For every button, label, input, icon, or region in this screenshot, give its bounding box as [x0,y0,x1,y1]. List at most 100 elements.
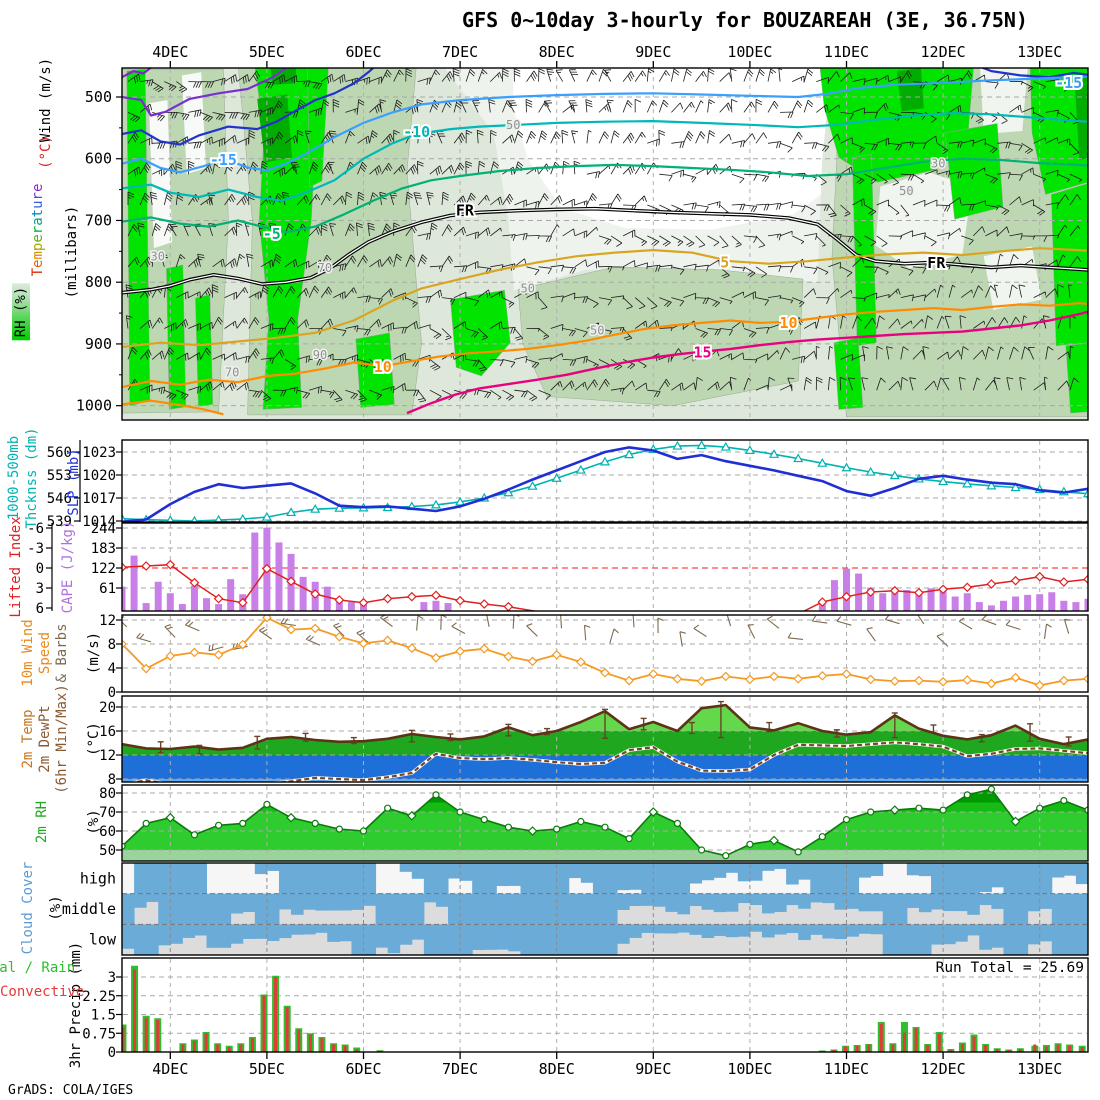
svg-text:122: 122 [91,561,116,577]
svg-text:80: 80 [99,786,116,802]
svg-text:20: 20 [99,700,116,716]
rh-axis: 80 70 60 50 [99,784,1089,862]
temperature-letter: r [30,192,46,201]
svg-text:4DEC: 4DEC [152,1060,188,1078]
label-rh-legend: RH (%) [12,283,30,341]
surface-wind-barbs [122,615,1071,652]
svg-text:high: high [80,869,116,887]
label-wind-units: Wind (m/s) [38,57,54,143]
svg-text:6: 6 [36,601,44,617]
svg-text:500: 500 [85,88,112,106]
label-2m-dewpt: 2m DewPt [37,705,53,773]
svg-text:50: 50 [899,184,913,198]
label-cloud-pct: (%) [48,895,64,921]
svg-text:FR: FR [927,254,946,272]
svg-text:-3: -3 [27,541,44,557]
svg-text:10: 10 [374,358,392,376]
svg-text:30: 30 [931,157,945,171]
label-10m-wind: 10m Wind [20,619,36,687]
svg-text:1020: 1020 [82,468,116,484]
temperature-letter: r [30,225,46,235]
grads-credit: GrADS: COLA/IGES [8,1083,134,1098]
svg-text:12: 12 [99,613,116,629]
svg-text:9DEC: 9DEC [635,43,671,61]
label-wind-speed: Speed [37,631,53,675]
svg-text:8DEC: 8DEC [539,43,575,61]
temperature-letter: e [30,234,46,243]
svg-text:11DEC: 11DEC [824,1060,869,1078]
svg-text:2.25: 2.25 [82,989,116,1005]
label-precip-convective: Convective [0,984,85,1000]
label-minmax: (6hr Min/Max) [54,684,70,794]
panel-precip [122,959,1087,1052]
panel-2m-rh [122,785,1088,861]
svg-text:FR: FR [456,202,475,220]
temperature-letter: T [30,267,46,277]
svg-text:-15: -15 [1055,74,1082,92]
temperature-letter: t [30,208,46,218]
upper-wind-barbs [125,68,1084,403]
svg-text:7DEC: 7DEC [442,1060,478,1078]
temperature-letter: e [30,259,46,268]
svg-text:0: 0 [108,1045,116,1061]
svg-text:60: 60 [99,824,116,840]
label-temp-c: (°C) [86,722,102,756]
svg-text:0.75: 0.75 [82,1026,116,1042]
svg-text:183: 183 [91,541,116,557]
slp-axis: 560 553 546 539 1023 1020 1017 1014 [47,439,1089,530]
panel-10m-wind [122,615,1088,691]
svg-text:600: 600 [85,150,112,168]
temperature-letter: m [30,251,46,260]
svg-text:16: 16 [99,724,116,740]
svg-text:middle: middle [62,900,116,918]
svg-text:13DEC: 13DEC [1017,43,1062,61]
svg-text:7DEC: 7DEC [442,43,478,61]
run-total: Run Total = 25.69 [936,960,1084,976]
svg-text:539: 539 [47,514,72,530]
svg-text:4: 4 [108,661,116,677]
svg-text:244: 244 [91,521,116,537]
svg-text:10DEC: 10DEC [727,43,772,61]
svg-text:0: 0 [36,561,44,577]
temp-axis: 20 16 12 8 [99,695,1089,788]
svg-text:15: 15 [694,344,712,362]
label-cloud-cover: Cloud Cover [20,861,36,955]
label-2m-temp: 2m Temp [20,709,36,769]
svg-text:-6: -6 [27,521,44,537]
svg-text:11DEC: 11DEC [824,43,869,61]
label-temperature-gradient: Temperature [30,184,46,277]
label-precip-total: Total / Rain [0,960,76,976]
label-slp: SLP (mb) [66,448,82,516]
svg-text:10: 10 [780,314,798,332]
label-wind-ms: (m/s) [86,631,102,675]
svg-text:3: 3 [108,970,116,986]
cloud-axis: high middle low [62,862,1089,956]
svg-text:-10: -10 [403,123,430,141]
panel-2m-temp [122,697,1088,782]
precip-axis: 3 2.25 1.5 0.75 0 Run Total = 25.69 [82,957,1089,1061]
svg-text:13DEC: 13DEC [1017,1060,1062,1078]
svg-text:50: 50 [99,843,116,859]
svg-text:50: 50 [590,323,604,337]
svg-text:5DEC: 5DEC [249,1060,285,1078]
svg-text:50: 50 [506,118,520,132]
svg-text:553: 553 [47,468,72,484]
svg-text:900: 900 [85,335,112,353]
svg-text:-5: -5 [263,225,281,243]
svg-text:61: 61 [99,581,116,597]
svg-text:6DEC: 6DEC [345,43,381,61]
svg-text:700: 700 [85,211,112,229]
pressure-gridlines [123,69,1087,419]
cape-axis: -6 -3 0 3 6 244 183 122 61 [27,521,1089,617]
temperature-letter: p [30,242,46,252]
label-temp-units: (°C) [38,135,54,169]
svg-text:12DEC: 12DEC [921,43,966,61]
svg-text:4DEC: 4DEC [152,43,188,61]
label-cape: CAPE (J/kg) [60,520,76,614]
svg-text:1.5: 1.5 [91,1008,116,1024]
svg-text:8: 8 [108,637,116,653]
svg-text:8DEC: 8DEC [539,1060,575,1078]
label-rh-pct: (%) [86,809,102,835]
svg-text:1000: 1000 [76,397,112,415]
